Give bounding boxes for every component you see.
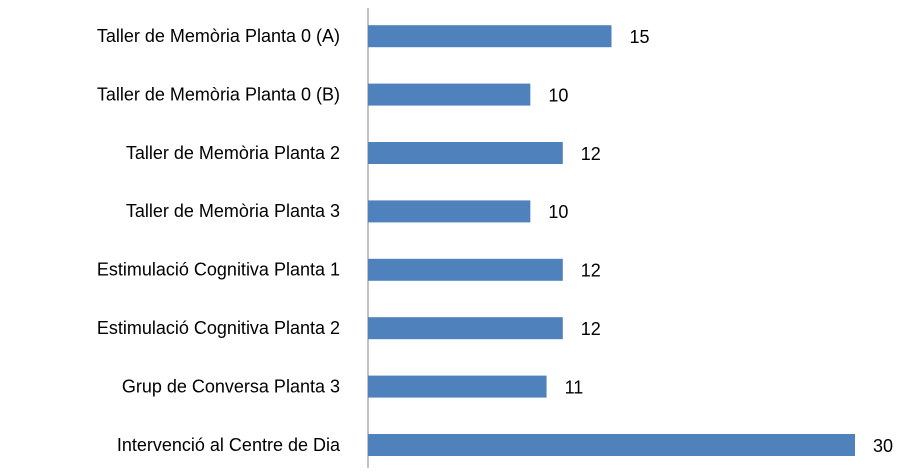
bar [368, 258, 563, 281]
category-label: Estimulació Cognitiva Planta 1 [97, 260, 340, 280]
category-label: Taller de Memòria Planta 2 [126, 143, 340, 163]
category-label: Grup de Conversa Planta 3 [122, 376, 340, 396]
bar [368, 317, 563, 340]
value-label: 30 [873, 436, 893, 456]
value-label: 10 [548, 202, 568, 222]
category-label: Taller de Memòria Planta 0 (B) [97, 84, 340, 104]
category-label: Taller de Memòria Planta 0 (A) [97, 26, 340, 46]
bar [368, 83, 531, 106]
value-label: 11 [565, 377, 584, 397]
category-label: Intervenció al Centre de Dia [117, 435, 341, 455]
category-label: Taller de Memòria Planta 3 [126, 201, 340, 221]
value-label: 12 [581, 261, 601, 281]
bar [368, 25, 612, 48]
bar [368, 200, 531, 223]
value-label: 12 [581, 144, 601, 164]
bar [368, 375, 547, 398]
value-label: 15 [630, 27, 650, 47]
bar [368, 434, 855, 456]
bar [368, 142, 563, 164]
category-label: Estimulació Cognitiva Planta 2 [97, 318, 340, 338]
value-label: 10 [548, 85, 568, 105]
value-label: 12 [581, 319, 601, 339]
